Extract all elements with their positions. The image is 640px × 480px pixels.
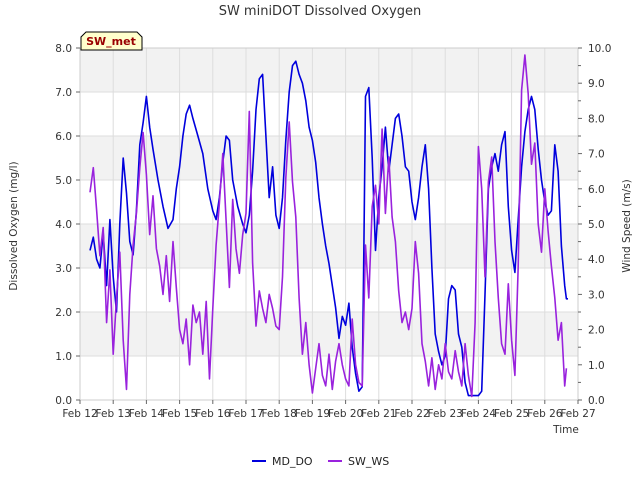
x-tick-label: Feb 26 [527,408,563,420]
y-right-tick-label: 2.0 [588,325,605,337]
y-right-tick-label: 1.0 [588,360,605,372]
x-tick-label: Feb 12 [62,408,97,420]
x-tick-label: Feb 16 [195,408,231,420]
station-badge: SW_met [80,31,143,51]
y-right-tick-label: 8.0 [588,113,605,125]
background-bands [80,48,578,356]
y-axis-left-title: Dissolved Oxygen (mg/l) [8,161,20,290]
y-right-tick-label: 10.0 [588,43,611,55]
x-tick-label: Feb 13 [96,408,131,420]
x-tick-label: Feb 23 [428,408,463,420]
y-left-tick-label: 5.0 [55,175,72,187]
x-tick-label: Feb 19 [295,408,330,420]
x-tick-label: Feb 17 [228,408,263,420]
x-tick-label: Feb 24 [461,408,497,420]
y-axis-left-ticks: 0.0 1.0 2.0 3.0 4.0 5.0 6.0 7.0 8.0 [55,43,80,407]
station-badge-shape [80,31,143,51]
background-band [80,312,578,356]
background-band [80,48,578,92]
chart-title: SW miniDOT Dissolved Oxygen [219,4,422,19]
x-tick-label: Feb 14 [129,408,165,420]
y-right-tick-label: 4.0 [588,254,605,266]
legend-label-md-do: MD_DO [272,455,313,468]
y-left-tick-label: 3.0 [55,263,72,275]
x-tick-label: Feb 18 [262,408,297,420]
y-left-tick-label: 0.0 [55,395,72,407]
x-tick-label: Feb 25 [494,408,529,420]
y-left-tick-label: 7.0 [55,87,72,99]
y-right-tick-label: 6.0 [588,184,605,196]
y-left-tick-label: 2.0 [55,307,72,319]
station-badge-label: SW_met [86,35,136,48]
y-left-tick-label: 1.0 [55,351,72,363]
y-right-tick-label: 5.0 [588,219,605,231]
y-axis-right-ticks: 0.0 1.0 2.0 3.0 4.0 5.0 6.0 7.0 8.0 9.0 10.0 [578,43,611,407]
series-layer [89,54,568,398]
series-line-sw-ws [89,54,568,398]
x-tick-label: Feb 27 [560,408,595,420]
y-right-tick-label: 7.0 [588,149,605,161]
y-right-tick-label: 3.0 [588,289,605,301]
y-left-tick-label: 4.0 [55,219,72,231]
x-tick-label: Feb 15 [162,408,197,420]
y-right-tick-label: 0.0 [588,395,605,407]
y-left-tick-label: 6.0 [55,131,72,143]
x-tick-label: Feb 22 [394,408,429,420]
y-left-tick-label: 8.0 [55,43,72,55]
y-axis-right-title: Wind Speed (m/s) [621,179,633,272]
x-tick-label: Feb 20 [328,408,363,420]
x-tick-label: Feb 21 [361,408,396,420]
legend-label-sw-ws: SW_WS [348,455,389,468]
background-band [80,136,578,180]
series-line-md-do [89,60,568,397]
y-right-tick-label: 9.0 [588,78,605,90]
legend: MD_DO SW_WS [252,455,389,468]
x-axis-title: Time [552,424,579,436]
